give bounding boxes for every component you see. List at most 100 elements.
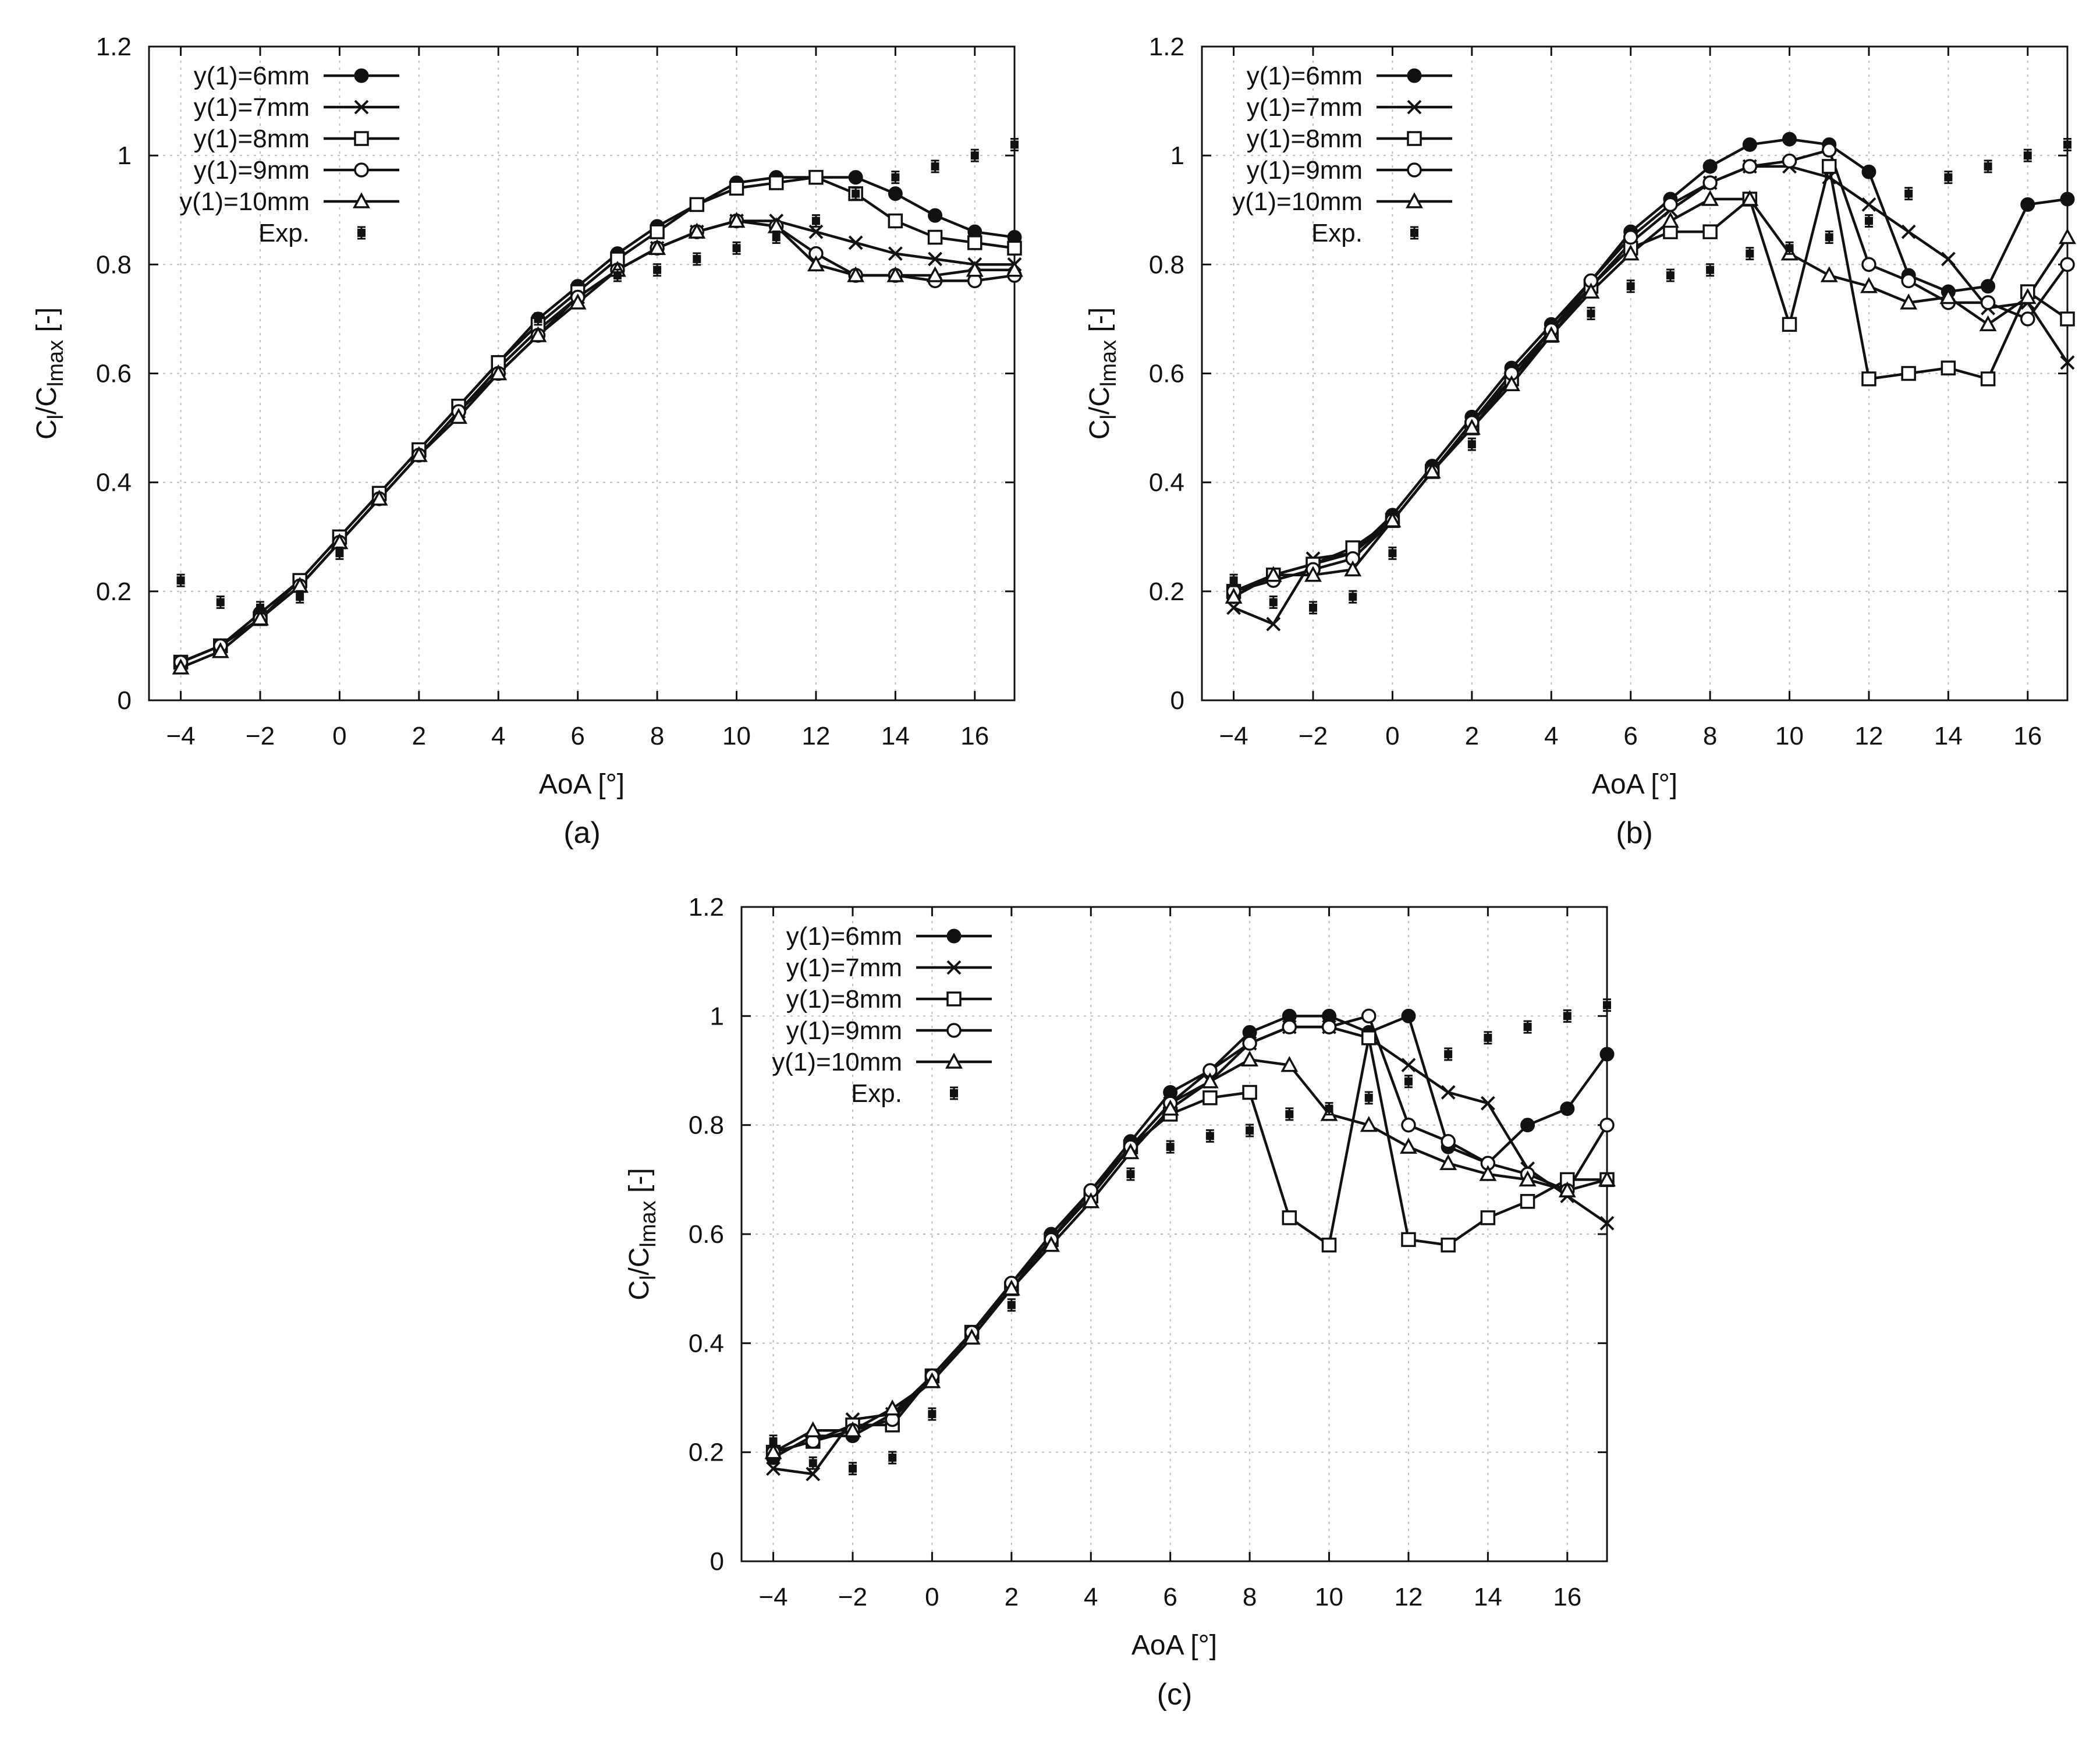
exp-point [2023,148,2032,162]
x-tick-label: 10 [1315,1583,1343,1611]
legend-marker [1406,192,1423,208]
series-point [928,208,943,223]
y-tick-label: 0 [710,1547,724,1576]
exp-point [335,546,344,560]
exp-point [1444,1047,1453,1061]
x-tick-label: 8 [1703,722,1717,750]
exp-point [534,312,542,326]
series-point [1741,190,1759,206]
exp-point [1626,279,1635,293]
x-tick-label: 16 [1553,1583,1581,1611]
exp-point [931,160,939,173]
series-point [766,1461,781,1476]
series-point [1520,1118,1535,1133]
legend-label: y(1)=6mm [194,62,310,90]
x-tick-label: 12 [1394,1583,1423,1611]
x-tick-label: 0 [332,722,346,750]
x-tick-label: 4 [491,722,505,750]
series-point [1480,1096,1495,1111]
exp-point [1404,1075,1413,1089]
legend-label: y(1)=6mm [1247,62,1363,90]
series-point [1241,1050,1259,1067]
series-point [1441,1134,1456,1149]
y-axis-label-part: l [44,414,68,419]
series-point [1820,266,1838,282]
series-point [1701,190,1719,206]
series-point [728,211,746,228]
series-point [2060,311,2075,327]
series-point [768,175,784,190]
series-line-y(1)=10mm [1233,197,2069,598]
series-point [1599,1215,1615,1231]
series-point [1503,375,1520,391]
series-point [2060,355,2075,370]
x-tick-label: −2 [1299,722,1328,750]
y-tick-label: 0.8 [689,1111,724,1140]
legend-label: Exp. [851,1079,902,1108]
exp-point [256,601,264,615]
exp-point [732,241,741,255]
series-line-y(1)=9mm [1233,148,2069,593]
series-point [923,1372,941,1388]
x-tick-label: 4 [1084,1583,1098,1611]
legend-marker [1407,100,1422,115]
x-tick-label: −4 [166,722,195,750]
x-tick-label: 4 [1544,722,1558,750]
series-point [1344,560,1362,577]
series-point [2059,228,2076,244]
exp-point [613,268,622,282]
series-point [1900,293,1918,310]
x-tick-label: 0 [925,1583,939,1611]
series-point [1479,1165,1497,1181]
series-point [1861,371,1876,387]
x-tick-label: 6 [1163,1583,1177,1611]
series-point [688,222,706,239]
y-axis-label-part: C [1084,420,1115,440]
series-point [1598,1170,1616,1187]
series-line-y(1)=9mm [772,1015,1608,1454]
series-point [1361,1030,1377,1046]
series-point [1401,1117,1416,1133]
series-point [1979,315,1997,332]
legend-label: Exp. [1311,219,1363,247]
chart-panel-a: −4 −2 0 2 4 6 8 10 12 14 16 0 0.2 0.4 0.6 0.8 1 1.2 AoA [°… [31,33,1023,850]
x-tick-label: 10 [722,722,751,750]
legend-label: y(1)=7mm [1247,93,1363,122]
series-point [1384,511,1402,527]
series-point [1623,229,1638,245]
legend-marker [1407,162,1422,178]
exp-point [772,231,781,244]
series-line-y(1)=8mm [772,1036,1607,1454]
exp-point [1126,1167,1135,1181]
y-tick-label: 0.2 [96,577,132,606]
series-point [729,180,744,196]
series-point [1582,282,1600,299]
exp-point [1007,1298,1016,1312]
legend-exp-symbol [1410,226,1418,240]
exp-point [1904,187,1913,201]
y-axis-label: Cl/Clmax [-] [31,307,68,440]
y-axis-label-part: lmax [636,1200,661,1247]
exp-point [1166,1140,1175,1154]
series-point [450,407,467,424]
series-line-y(1)=8mm [1233,165,2069,593]
series-point [251,609,269,626]
legend-marker [354,131,369,146]
series-point [211,642,229,658]
series-point [1622,244,1640,261]
y-axis-label-part: l [636,1275,661,1280]
x-tick-label: 2 [1005,1583,1019,1611]
series-point [1861,197,1876,212]
exp-point [693,252,701,266]
y-tick-label: 1.2 [1149,33,1184,61]
exp-point [852,187,860,201]
y-tick-label: 0.6 [1149,360,1184,388]
x-tick-label: −4 [758,1583,788,1611]
x-tick-label: 16 [960,722,989,750]
y-axis-label-part: [-] [1084,307,1115,340]
series-point [1202,1090,1218,1105]
legend-label: y(1)=9mm [194,156,310,185]
series-point [650,224,665,239]
x-tick-label: 6 [1623,722,1637,750]
series-point [1321,1237,1337,1253]
